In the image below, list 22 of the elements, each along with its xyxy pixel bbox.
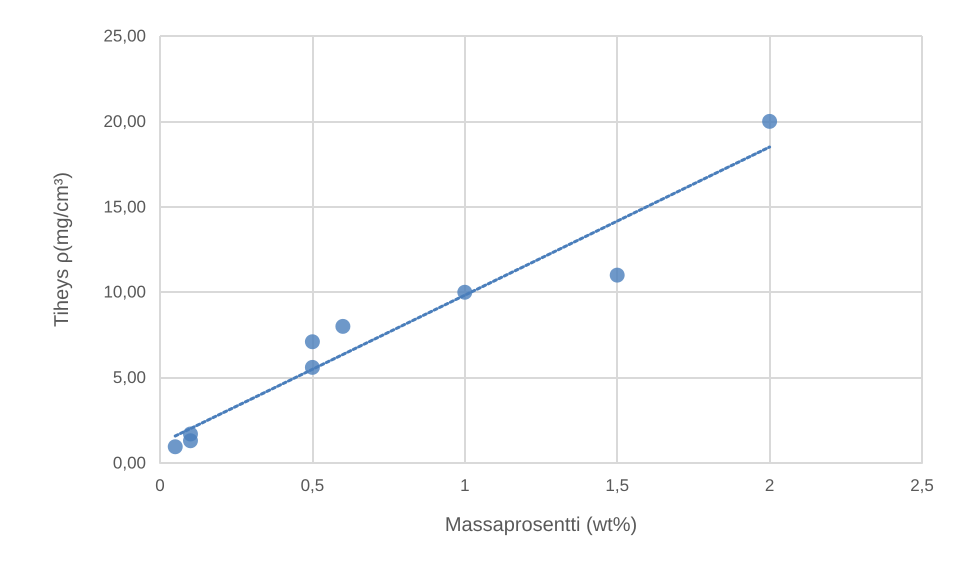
x-tick-label: 0,5 [300, 476, 324, 495]
point [335, 318, 350, 334]
y-tick-label: 5,00 [112, 368, 146, 388]
x-tick-label: 1 [460, 476, 470, 495]
point [457, 284, 472, 300]
y-tick-label: 10,00 [103, 282, 146, 302]
x-axis-title: Massaprosentti (wt%) [444, 514, 638, 536]
x-tick-label: 1,5 [605, 476, 630, 495]
y-tick-label: 20,00 [103, 112, 146, 131]
point [304, 360, 320, 375]
y-axis-title: Tiheys ρ(mg/cm³) [51, 172, 73, 328]
y-tick-label: 0,00 [112, 454, 146, 472]
point [610, 268, 625, 283]
point [182, 433, 198, 448]
y-tick-label: 15,00 [103, 197, 146, 216]
y-tick-label: 25,00 [103, 26, 146, 46]
x-tick-label: 2 [764, 476, 774, 495]
point [168, 439, 183, 454]
point [304, 334, 320, 350]
x-tick-label: 2,5 [910, 476, 934, 495]
x-tick-label: 0 [155, 476, 165, 495]
point [762, 114, 778, 129]
